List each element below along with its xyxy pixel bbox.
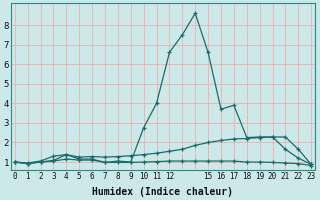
X-axis label: Humidex (Indice chaleur): Humidex (Indice chaleur) bbox=[92, 186, 234, 197]
